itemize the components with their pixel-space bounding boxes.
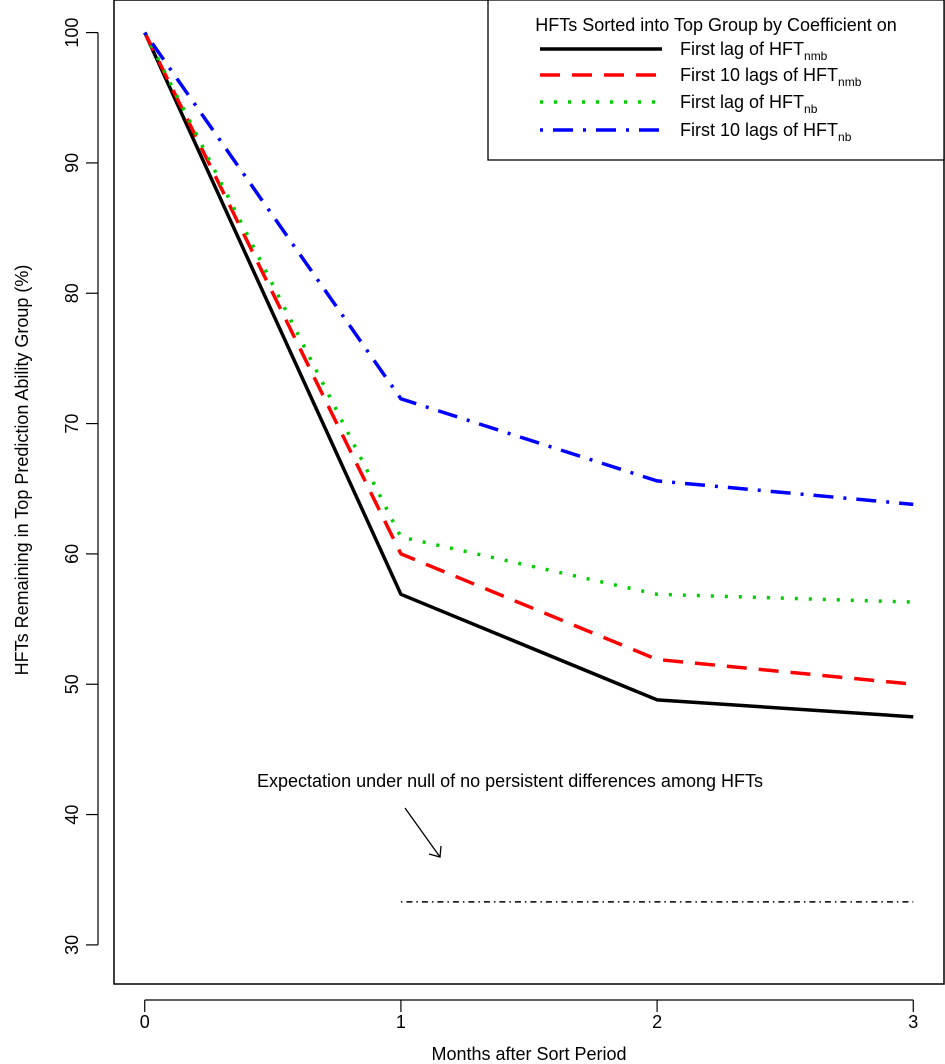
- y-tick-label: 100: [62, 18, 82, 48]
- y-tick-label: 80: [62, 283, 82, 303]
- annotation-text: Expectation under null of no persistent …: [257, 771, 763, 791]
- x-tick-label: 2: [652, 1012, 662, 1032]
- y-tick-label: 70: [62, 414, 82, 434]
- y-axis: 30 40 50 60 70 80 90 100: [62, 18, 99, 955]
- legend-box: [487, 0, 945, 161]
- y-tick-label: 40: [62, 805, 82, 825]
- plot-lines: [143, 31, 914, 903]
- x-tick-label: 0: [140, 1012, 150, 1032]
- series-line-2: [143, 31, 914, 686]
- x-tick-label: 1: [396, 1012, 406, 1032]
- y-tick-label: 90: [62, 153, 82, 173]
- x-axis: 0 1 2 3: [140, 999, 918, 1032]
- x-axis-label: Months after Sort Period: [431, 1044, 626, 1064]
- series-line-1: [143, 31, 914, 719]
- annotation-arrow-shaft: [404, 807, 441, 858]
- legend: HFTs Sorted into Top Group by Coefficien…: [487, 0, 945, 161]
- legend-title: HFTs Sorted into Top Group by Coefficien…: [535, 15, 897, 35]
- plot-area-border: [113, 0, 945, 985]
- series-line-4: [143, 31, 914, 507]
- y-tick-label: 50: [62, 674, 82, 694]
- x-tick-label: 3: [908, 1012, 918, 1032]
- annotation: Expectation under null of no persistent …: [257, 771, 763, 858]
- y-tick-label: 60: [62, 544, 82, 564]
- y-axis-label: HFTs Remaining in Top Prediction Ability…: [12, 265, 32, 676]
- series-line-3: [143, 31, 914, 604]
- annotation-arrow-head: [428, 845, 442, 858]
- y-tick-label: 30: [62, 935, 82, 955]
